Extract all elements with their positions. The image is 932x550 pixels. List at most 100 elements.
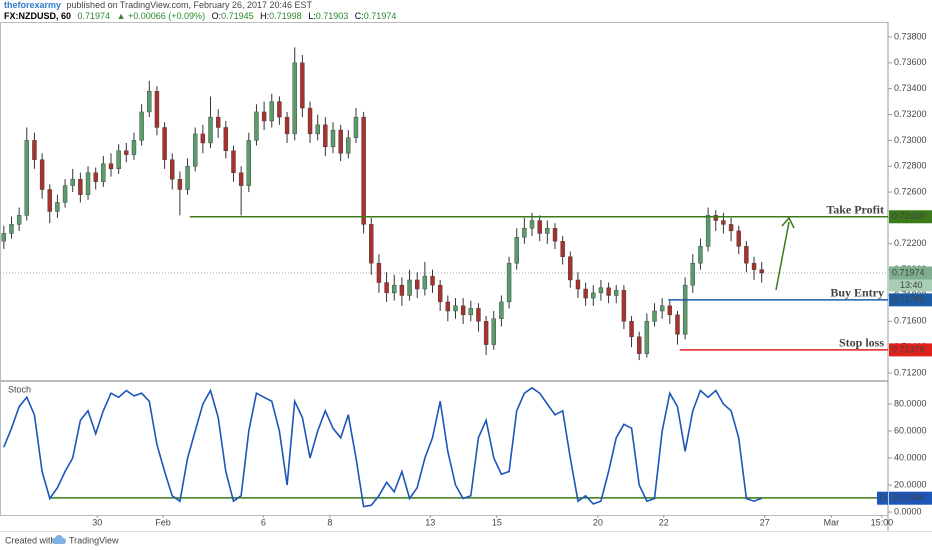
candle-body <box>384 282 389 294</box>
candle-body <box>361 116 366 225</box>
y-tick-label: 0.73400 <box>894 83 927 93</box>
candle-body <box>315 124 320 135</box>
x-tick-label: Mar <box>824 517 840 527</box>
y-tick-label: 40.0000 <box>894 452 927 462</box>
header-line: theforexarmy published on TradingView.co… <box>4 0 313 10</box>
candle-body <box>346 137 351 154</box>
y-tick-label: 0.73000 <box>894 135 927 145</box>
projection-arrow <box>775 216 795 291</box>
candle-body <box>292 62 297 135</box>
candle-body <box>16 215 22 225</box>
candle-body <box>506 262 512 303</box>
y-tick-label: 0.73200 <box>894 109 927 119</box>
candle-body <box>652 310 657 322</box>
candle-body <box>177 178 183 190</box>
ohlc-value: 0.71998 <box>269 11 302 21</box>
ohlc-label: C: <box>355 11 364 21</box>
candle-body <box>468 308 473 316</box>
candle-body <box>70 178 75 186</box>
candle-body <box>491 318 496 345</box>
x-tick-label: 15 <box>492 517 502 527</box>
ohlc-label: L: <box>308 11 316 21</box>
candle-body <box>399 284 405 296</box>
price-tag-label: 0.72409 <box>892 211 925 221</box>
candle-body <box>629 321 634 338</box>
candle-body <box>131 140 137 155</box>
candle-body <box>537 220 542 234</box>
candle-body <box>307 107 313 135</box>
candle-body <box>575 279 581 290</box>
footer-brand[interactable]: TradingView <box>69 535 119 545</box>
candle-body <box>154 91 160 128</box>
price-tag <box>889 343 932 357</box>
candle-body <box>460 305 466 316</box>
candle-body <box>261 111 267 122</box>
x-tick-label: 13 <box>425 517 435 527</box>
ohlc-value: 0.71974 <box>364 11 397 21</box>
candle-body <box>407 279 412 296</box>
candle-body <box>223 127 229 151</box>
candle-body <box>47 189 52 212</box>
candle-body <box>78 178 83 195</box>
badge <box>877 491 888 505</box>
candle-body <box>231 150 236 173</box>
candle-body <box>621 290 627 322</box>
candle-body <box>193 133 198 167</box>
candle-body <box>62 185 68 203</box>
candle-body <box>376 262 382 283</box>
candle-body <box>24 140 29 216</box>
candle-body <box>215 116 221 128</box>
candle-body <box>736 230 741 247</box>
candle-body <box>721 220 726 225</box>
publisher[interactable]: theforexarmy <box>4 0 61 10</box>
candle-body <box>698 246 703 264</box>
price-tag <box>889 293 932 307</box>
change: ▲ +0.00066 (+0.09%) <box>117 11 205 21</box>
candle-body <box>246 140 251 186</box>
arrow-head <box>781 216 795 229</box>
candle-body <box>208 116 213 144</box>
candle-body <box>9 224 14 234</box>
ohlc-value: 0.71945 <box>221 11 254 21</box>
brand-logo <box>52 535 66 544</box>
candle-body <box>445 301 451 312</box>
candle-body <box>430 275 435 286</box>
footer-created: Created with <box>5 535 56 545</box>
candle-body <box>353 116 359 139</box>
candle-body <box>170 159 175 180</box>
y-tick-label: 0.72800 <box>894 161 927 171</box>
price-tag <box>889 266 932 280</box>
x-tick-label: 15:00 <box>871 517 894 527</box>
x-tick-label: Feb <box>155 517 171 527</box>
candle-body <box>200 133 206 144</box>
candle-body <box>422 275 428 290</box>
candle-body <box>32 140 37 160</box>
price-tag-label: 0.71379 <box>892 344 925 354</box>
candle-body <box>637 336 642 354</box>
candle-body <box>705 215 711 247</box>
badge-label: D <box>879 493 886 503</box>
candle-body <box>713 215 718 221</box>
candle-body <box>185 166 190 190</box>
price-tag-label: 10.2444 <box>892 493 925 503</box>
countdown-tag <box>889 279 932 292</box>
candle-body <box>675 314 680 335</box>
candle-body <box>55 202 60 212</box>
candle-body <box>759 269 764 274</box>
candle-body <box>238 172 244 186</box>
candle-body <box>277 101 282 118</box>
candle-body <box>598 287 604 294</box>
symbol-line: FX:NZDUSD, 60 0.71974 ▲ +0.00066 (+0.09%… <box>4 11 396 21</box>
ohlc-label: H: <box>260 11 269 21</box>
symbol: FX:NZDUSD, 60 <box>4 11 71 21</box>
candle-body <box>437 284 443 303</box>
candle-body <box>483 321 489 345</box>
candle-body <box>300 62 305 109</box>
y-tick-label: 0.72200 <box>894 238 927 248</box>
level-label: Stop loss <box>839 336 884 350</box>
level-label: Buy Entry <box>830 286 884 300</box>
candle-body <box>85 172 91 195</box>
candle-body <box>93 172 98 182</box>
candle-body <box>667 305 673 316</box>
